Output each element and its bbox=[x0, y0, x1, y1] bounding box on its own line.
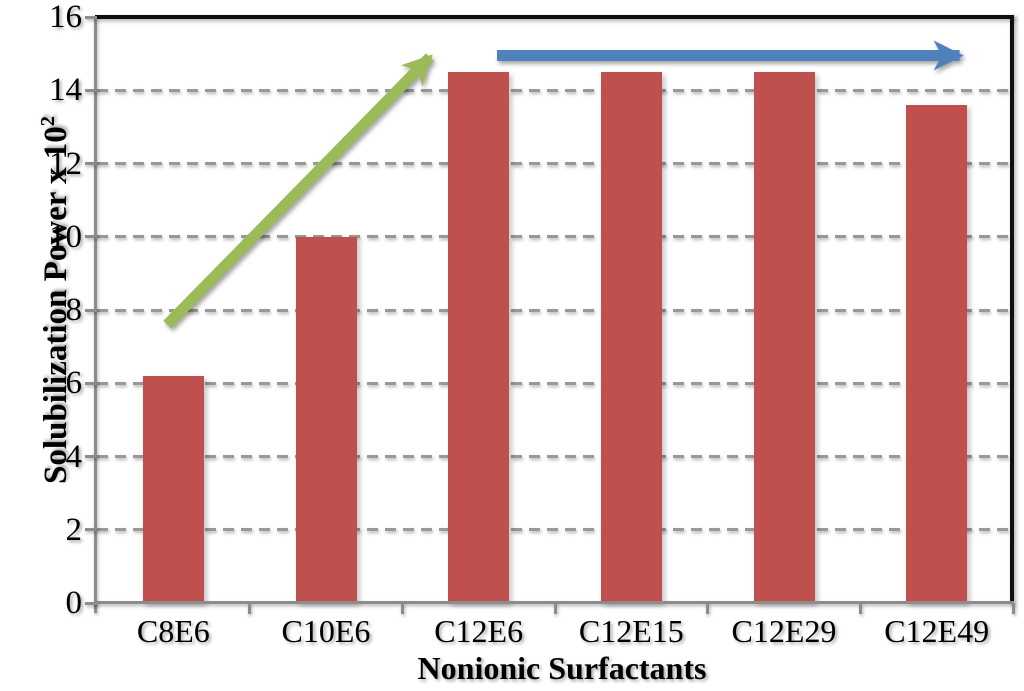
y-tick-label-0: 0 bbox=[65, 585, 83, 621]
bar-C12E29 bbox=[753, 71, 815, 603]
gridline-y4 bbox=[97, 455, 1010, 458]
y-tick-16 bbox=[85, 15, 97, 19]
x-tick-1 bbox=[248, 603, 252, 614]
plot-top-border bbox=[95, 15, 1014, 19]
x-category-label-C8E6: C8E6 bbox=[136, 613, 210, 649]
y-tick-label-14: 14 bbox=[49, 72, 82, 109]
y-axis-title-exponent: 2 bbox=[37, 115, 59, 127]
x-category-label-C12E29: C12E29 bbox=[731, 613, 837, 649]
y-tick-6 bbox=[85, 381, 97, 385]
y-tick-4 bbox=[85, 455, 97, 458]
x-axis-line bbox=[94, 601, 1014, 604]
y-tick-2 bbox=[85, 528, 97, 532]
y-tick-label-2: 2 bbox=[65, 511, 83, 548]
y-axis-title-text: Solubilization Power x 10 bbox=[38, 126, 74, 485]
gridline-y10 bbox=[97, 235, 1010, 239]
x-category-label-C10E6: C10E6 bbox=[281, 613, 371, 649]
bar-C12E15 bbox=[600, 71, 662, 603]
gridline-y14 bbox=[97, 88, 1010, 92]
bar-C12E6 bbox=[448, 71, 510, 603]
y-tick-label-16: 16 bbox=[49, 0, 82, 35]
plot-right-border bbox=[1010, 15, 1014, 604]
y-tick-label-12: 12 bbox=[49, 145, 82, 182]
y-tick-label-4: 4 bbox=[65, 438, 83, 475]
y-tick-10 bbox=[85, 235, 97, 239]
bar-C8E6 bbox=[142, 375, 204, 603]
x-tick-2 bbox=[400, 603, 404, 614]
x-category-label-C12E15: C12E15 bbox=[578, 613, 684, 649]
gridline-y12 bbox=[97, 162, 1010, 165]
bar-C10E6 bbox=[295, 236, 357, 603]
y-tick-12 bbox=[85, 162, 97, 165]
y-tick-label-8: 8 bbox=[65, 292, 83, 328]
x-category-label-C12E6: C12E6 bbox=[434, 613, 524, 649]
y-tick-label-10: 10 bbox=[49, 218, 82, 255]
y-tick-0 bbox=[85, 601, 97, 605]
x-category-label-C12E49: C12E49 bbox=[884, 613, 990, 649]
y-axis-title: Solubilization Power x 102 bbox=[27, 90, 74, 510]
y-tick-14 bbox=[85, 88, 97, 92]
x-tick-3 bbox=[553, 603, 557, 614]
x-tick-6 bbox=[1011, 603, 1015, 614]
y-tick-8 bbox=[85, 308, 97, 312]
gridline-y8 bbox=[97, 308, 1010, 312]
gridline-y2 bbox=[97, 528, 1010, 532]
x-tick-5 bbox=[858, 603, 862, 614]
x-axis-title: Nonionic Surfactants bbox=[417, 650, 707, 686]
y-tick-label-6: 6 bbox=[65, 365, 83, 402]
bar-C12E49 bbox=[906, 104, 968, 603]
gridline-y6 bbox=[97, 381, 1010, 385]
x-tick-4 bbox=[706, 603, 710, 614]
y-axis-line bbox=[94, 17, 97, 613]
